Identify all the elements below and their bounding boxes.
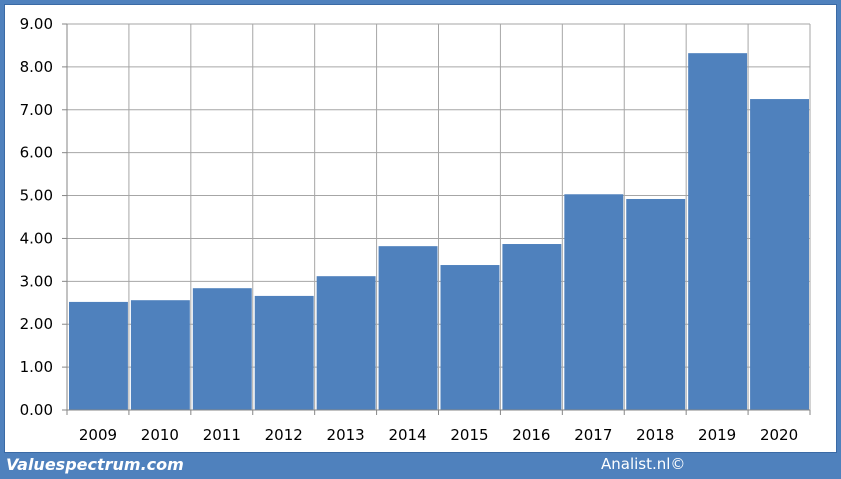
x-tick-label: 2014: [388, 426, 426, 444]
x-tick-label: 2012: [265, 426, 303, 444]
y-tick-label: 4.00: [20, 229, 53, 247]
brand-label: Valuespectrum.com: [6, 455, 184, 474]
bar: [192, 288, 252, 410]
bar: [316, 276, 376, 410]
bar: [130, 300, 190, 410]
x-tick-label: 2020: [760, 426, 798, 444]
x-tick-label: 2015: [450, 426, 488, 444]
y-tick-label: 1.00: [20, 358, 53, 376]
x-tick-label: 2013: [327, 426, 365, 444]
y-tick-label: 2.00: [20, 315, 53, 333]
x-tick-label: 2016: [512, 426, 550, 444]
bar: [688, 53, 748, 411]
y-tick-label: 0.00: [20, 401, 53, 419]
bar: [626, 198, 686, 410]
bar: [750, 99, 809, 411]
y-tick-label: 7.00: [20, 101, 53, 119]
bar: [378, 246, 438, 410]
bar: [254, 295, 314, 410]
y-tick-label: 5.00: [20, 187, 53, 205]
bar: [440, 265, 500, 410]
bar: [564, 194, 624, 410]
y-tick-label: 6.00: [20, 144, 53, 162]
bar: [502, 244, 562, 410]
credit-label: Analist.nl©: [601, 455, 686, 473]
x-tick-label: 2018: [636, 426, 674, 444]
y-tick-label: 8.00: [20, 58, 53, 76]
x-tick-label: 2011: [203, 426, 241, 444]
x-tick-label: 2009: [79, 426, 117, 444]
x-tick-label: 2010: [141, 426, 179, 444]
y-tick-label: 9.00: [20, 15, 53, 33]
y-tick-label: 3.00: [20, 272, 53, 290]
x-tick-label: 2019: [698, 426, 736, 444]
x-tick-label: 2017: [574, 426, 612, 444]
bar: [69, 301, 128, 410]
